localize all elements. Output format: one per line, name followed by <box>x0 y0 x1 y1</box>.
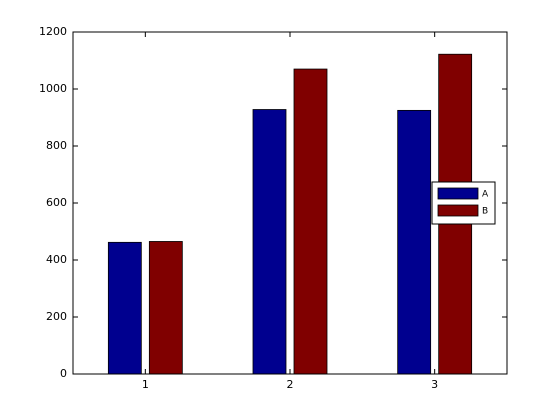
axes-box <box>72 31 508 375</box>
legend-swatch <box>437 187 479 200</box>
x-tick-label: 2 <box>287 378 294 391</box>
bar <box>148 241 183 375</box>
bar <box>293 68 328 375</box>
y-tick-label: 800 <box>46 139 67 152</box>
legend: AB <box>431 181 496 225</box>
x-tick-label: 3 <box>431 378 438 391</box>
legend-swatch <box>437 204 479 217</box>
legend-label: B <box>482 207 488 217</box>
y-tick-label: 200 <box>46 310 67 323</box>
bar <box>107 241 142 375</box>
y-tick-label: 400 <box>46 253 67 266</box>
legend-label: A <box>482 190 489 200</box>
y-tick-label: 1000 <box>39 82 67 95</box>
bar <box>397 109 432 375</box>
x-tick-label: 1 <box>142 378 149 391</box>
y-tick-label: 1200 <box>39 25 67 38</box>
y-tick-label: 0 <box>60 367 67 380</box>
y-tick-label: 600 <box>46 196 67 209</box>
bar <box>252 109 287 375</box>
